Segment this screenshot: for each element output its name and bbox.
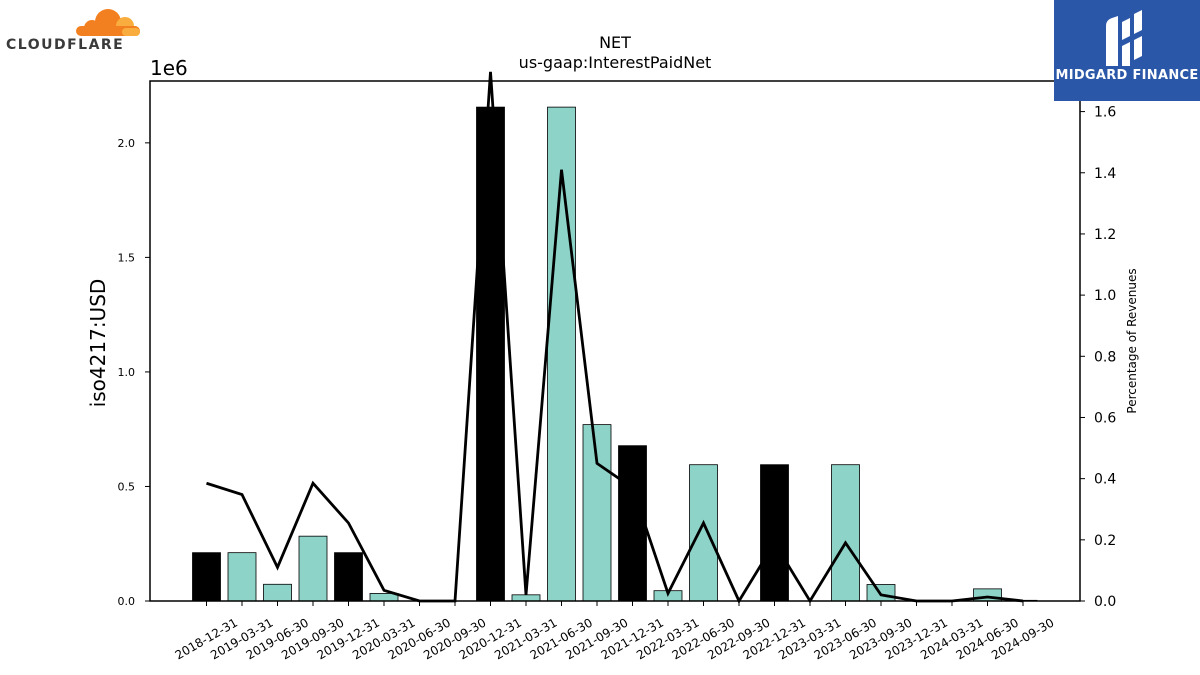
plot-frame bbox=[149, 80, 1081, 602]
bar bbox=[689, 464, 718, 602]
y2-tick-label: 0.6 bbox=[1094, 410, 1116, 426]
chart-subtitle: us-gaap:InterestPaidNet bbox=[519, 53, 712, 72]
y2-tick-label: 0.8 bbox=[1094, 349, 1116, 365]
bar bbox=[831, 464, 860, 602]
y-tick-label: 1.0 bbox=[118, 366, 136, 379]
y2-tick-label: 0.2 bbox=[1094, 533, 1116, 549]
y2-tick-label: 1.6 bbox=[1094, 105, 1116, 121]
chart-title: NET bbox=[599, 33, 631, 52]
cloudflare-logo: CLOUDFLARE bbox=[4, 4, 146, 53]
percentage-line bbox=[206, 71, 1024, 604]
y-tick-label: 1.5 bbox=[118, 251, 136, 264]
y2-tick-label: 1.4 bbox=[1094, 166, 1116, 182]
bars-layer bbox=[192, 106, 1038, 602]
midgard-mark-icon bbox=[1106, 10, 1142, 66]
midgard-finance-logo: MIDGARD FINANCE bbox=[1054, 0, 1200, 101]
y-axis-label: iso4217:USD bbox=[86, 279, 110, 408]
bar bbox=[547, 106, 576, 602]
y2-tick-label: 1.0 bbox=[1094, 288, 1116, 304]
midgard-wordmark: MIDGARD FINANCE bbox=[1055, 68, 1199, 83]
y2-tick-label: 1.2 bbox=[1094, 227, 1116, 243]
bar bbox=[298, 535, 328, 602]
line-layer bbox=[206, 71, 1024, 604]
y-tick-label: 0.5 bbox=[118, 480, 136, 493]
y2-tick-label: 0.0 bbox=[1094, 594, 1116, 610]
axes-layer: 0.0 0.5 1.0 1.5 2.0 0.0 0.2 0.4 0.6 0.8 1.0 1.2 1.4 1… bbox=[118, 80, 1116, 662]
bar bbox=[263, 583, 292, 602]
cloudflare-wordmark: CLOUDFLARE bbox=[6, 37, 125, 53]
bar bbox=[618, 445, 647, 602]
bar bbox=[227, 552, 257, 602]
y2-tick-label: 0.4 bbox=[1094, 472, 1116, 488]
bar bbox=[192, 552, 221, 602]
y2-axis-label: Percentage of Revenues bbox=[1125, 268, 1139, 413]
y-tick-label: 2.0 bbox=[118, 137, 136, 150]
cloud-icon bbox=[76, 9, 140, 36]
bar bbox=[582, 424, 612, 602]
bar bbox=[334, 552, 363, 602]
bar bbox=[476, 106, 505, 602]
y-offset-text: 1e6 bbox=[150, 56, 188, 80]
bar bbox=[511, 594, 541, 602]
y-tick-label: 0.0 bbox=[118, 595, 136, 608]
bar bbox=[760, 464, 789, 602]
